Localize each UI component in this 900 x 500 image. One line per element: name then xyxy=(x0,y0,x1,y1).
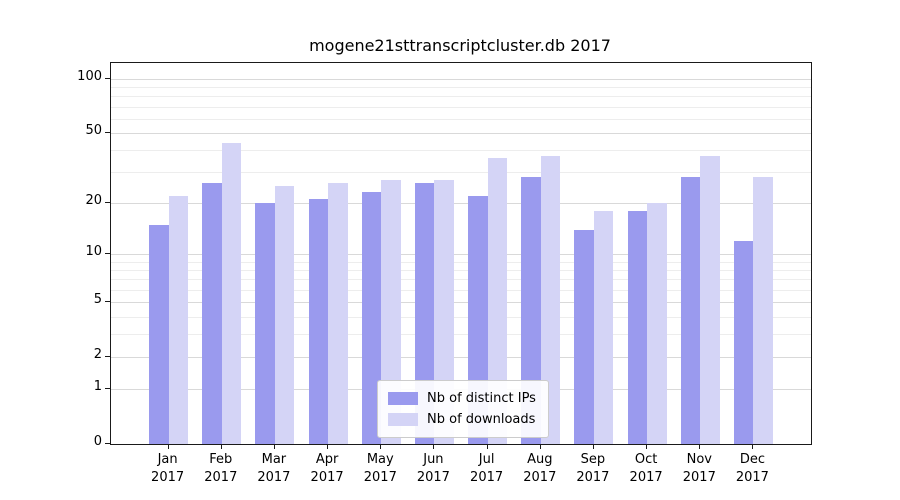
bar-feb-downloads xyxy=(221,142,242,444)
gridline-50 xyxy=(111,132,811,134)
bar-jan-downloads xyxy=(168,195,189,444)
bar-aug-distinct-ips xyxy=(521,177,541,444)
x-tick-aug xyxy=(539,444,541,449)
x-tick-label-oct: Oct 2017 xyxy=(629,452,663,486)
x-tick-label-aug: Aug 2017 xyxy=(523,452,557,486)
x-tick-label-nov: Nov 2017 xyxy=(682,452,716,486)
bar-mar-downloads xyxy=(274,186,295,444)
bar-oct-downloads xyxy=(647,203,667,444)
y-tick-20 xyxy=(105,202,110,203)
bar-may-downloads xyxy=(381,180,401,444)
x-tick-label-jun: Jun 2017 xyxy=(416,452,450,486)
x-tick-dec xyxy=(752,444,754,449)
y-tick-label-100: 100 xyxy=(77,68,102,84)
legend-item-downloads: Nb of downloads xyxy=(388,409,536,430)
gridline-100 xyxy=(111,78,811,80)
gridline-minor-30 xyxy=(111,172,811,174)
gridline-5 xyxy=(111,302,811,304)
gridline-minor-80 xyxy=(111,96,811,98)
x-tick-jul xyxy=(486,444,488,449)
y-tick-label-0: 0 xyxy=(93,434,102,449)
x-tick-label-jul: Jul 2017 xyxy=(470,452,504,486)
bar-sep-downloads xyxy=(593,210,614,444)
bar-oct-distinct-ips xyxy=(627,210,648,444)
gridline-minor-8 xyxy=(111,270,811,271)
gridline-minor-90 xyxy=(111,86,811,88)
bar-aug-downloads xyxy=(540,156,561,444)
y-tick-100 xyxy=(105,77,110,79)
x-tick-feb xyxy=(220,444,222,449)
bar-sep-distinct-ips xyxy=(574,229,594,444)
x-tick-sep xyxy=(592,444,594,449)
y-tick-0 xyxy=(105,443,110,444)
y-tick-label-2: 2 xyxy=(93,347,102,362)
gridline-minor-6 xyxy=(111,289,811,291)
x-tick-jun xyxy=(433,444,435,449)
x-tick-label-mar: Mar 2017 xyxy=(257,452,291,486)
gridline-minor-3 xyxy=(111,334,811,336)
legend-label-distinct-ips: Nb of distinct IPs xyxy=(427,391,536,406)
bar-apr-distinct-ips xyxy=(308,199,329,444)
gridline-minor-9 xyxy=(111,261,811,263)
y-tick-1 xyxy=(105,388,110,390)
legend: Nb of distinct IPs Nb of downloads xyxy=(377,380,549,438)
bar-mar-distinct-ips xyxy=(255,203,275,444)
x-tick-mar xyxy=(273,444,275,449)
bar-may-distinct-ips xyxy=(361,192,382,444)
bar-jan-distinct-ips xyxy=(149,224,169,444)
y-tick-label-10: 10 xyxy=(85,244,102,260)
bar-dec-downloads xyxy=(753,177,773,444)
bar-dec-distinct-ips xyxy=(733,240,754,444)
chart-title: mogene21sttranscriptcluster.db 2017 xyxy=(309,36,611,55)
y-tick-50 xyxy=(105,131,110,133)
gridline-minor-7 xyxy=(111,279,811,281)
x-tick-apr xyxy=(327,444,329,449)
y-tick-label-50: 50 xyxy=(85,122,102,138)
bar-jun-downloads xyxy=(434,180,454,444)
x-tick-label-may: May 2017 xyxy=(363,452,397,486)
legend-swatch-distinct-ips xyxy=(388,392,418,405)
y-tick-2 xyxy=(105,356,110,357)
bar-feb-distinct-ips xyxy=(202,183,222,444)
bar-nov-downloads xyxy=(700,156,720,444)
plot-area: Nb of distinct IPs Nb of downloads xyxy=(110,62,812,445)
x-tick-may xyxy=(380,444,382,449)
bar-nov-distinct-ips xyxy=(680,177,701,444)
legend-item-distinct-ips: Nb of distinct IPs xyxy=(388,388,536,409)
y-tick-label-5: 5 xyxy=(93,292,102,308)
gridline-minor-70 xyxy=(111,106,811,108)
x-tick-jan xyxy=(167,444,169,449)
y-tick-10 xyxy=(105,253,110,255)
legend-label-downloads: Nb of downloads xyxy=(427,412,536,427)
gridline-minor-4 xyxy=(111,316,811,318)
x-tick-nov xyxy=(699,444,701,449)
x-tick-label-sep: Sep 2017 xyxy=(576,452,610,486)
gridline-2 xyxy=(111,357,811,358)
x-tick-label-dec: Dec 2017 xyxy=(735,452,769,486)
x-tick-label-jan: Jan 2017 xyxy=(151,452,185,486)
x-tick-label-apr: Apr 2017 xyxy=(310,452,344,486)
bar-jul-downloads xyxy=(487,158,508,444)
y-tick-label-1: 1 xyxy=(93,379,102,395)
bar-apr-downloads xyxy=(328,183,348,444)
legend-swatch-downloads xyxy=(388,413,418,426)
x-tick-label-feb: Feb 2017 xyxy=(204,452,238,486)
y-tick-label-20: 20 xyxy=(85,193,102,208)
bar-jun-distinct-ips xyxy=(414,183,435,444)
gridline-minor-40 xyxy=(111,150,811,151)
gridline-minor-60 xyxy=(111,118,811,120)
y-tick-5 xyxy=(105,301,110,303)
gridline-10 xyxy=(111,254,811,256)
x-tick-oct xyxy=(646,444,648,449)
gridline-20 xyxy=(111,203,811,204)
